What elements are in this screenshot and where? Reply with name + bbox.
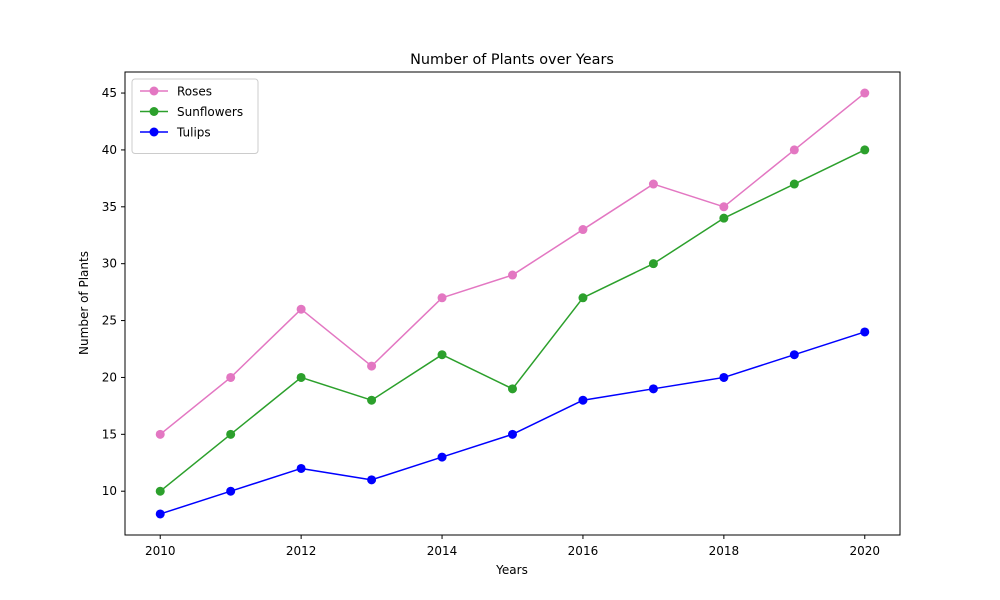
y-tick-label-15: 15 [102,427,117,441]
data-point-roses-2011 [226,372,236,382]
data-point-tulips-2014 [437,452,447,462]
y-tick-label-40: 40 [102,143,117,157]
y-tick-label-45: 45 [102,86,117,100]
data-point-roses-2017 [648,179,658,189]
legend-box [131,78,259,154]
data-point-sunflowers-2020 [860,145,870,155]
data-point-sunflowers-2010 [155,486,165,496]
data-point-tulips-2011 [226,486,236,496]
data-point-tulips-2015 [508,429,517,439]
data-point-roses-2013 [367,361,377,371]
legend-marker-tulips [149,127,159,137]
data-point-sunflowers-2018 [719,213,729,223]
data-point-sunflowers-2016 [578,293,588,303]
data-point-tulips-2012 [296,463,306,473]
x-tick-label-2016: 2016 [568,544,599,558]
legend-marker-roses [149,86,159,96]
data-point-sunflowers-2015 [508,384,517,394]
data-point-tulips-2020 [860,327,870,337]
legend: Roses Sunflowers Tulips [131,78,259,154]
x-axis-label: Years [495,563,528,577]
data-point-roses-2012 [296,304,306,314]
plot-marks [155,88,870,519]
data-point-roses-2014 [437,293,447,303]
data-point-sunflowers-2017 [648,259,658,269]
data-point-roses-2020 [860,88,870,98]
legend-label-roses: Roses [177,85,212,99]
x-tick-label-2018: 2018 [709,544,740,558]
data-point-roses-2010 [155,429,165,439]
y-axis-label: Number of Plants [77,251,91,355]
x-tick-label-2012: 2012 [286,544,317,558]
chart-title: Number of Plants over Years [410,52,614,68]
axes: 2010 2012 2014 2016 2018 2020 10 15 20 25 30 35 40 45 [102,71,901,558]
data-point-roses-2015 [508,270,517,280]
y-tick-label-20: 20 [102,370,117,384]
data-point-roses-2019 [789,145,799,155]
y-tick-label-30: 30 [102,257,117,271]
data-point-roses-2018 [719,202,729,212]
data-point-roses-2016 [578,225,588,235]
data-point-tulips-2018 [719,372,729,382]
data-point-sunflowers-2012 [296,372,306,382]
data-point-tulips-2010 [155,509,165,519]
y-tick-label-25: 25 [102,314,117,328]
data-point-sunflowers-2011 [226,429,236,439]
data-point-tulips-2016 [578,395,588,405]
data-point-sunflowers-2014 [437,350,447,360]
x-tick-label-2020: 2020 [849,544,880,558]
legend-marker-sunflowers [149,107,159,116]
x-tick-label-2010: 2010 [145,544,176,558]
y-tick-label-10: 10 [102,484,117,498]
plot-frame [124,71,901,536]
data-point-sunflowers-2013 [367,395,377,405]
data-point-tulips-2019 [789,350,799,360]
legend-label-tulips: Tulips [176,126,211,140]
legend-label-sunflowers: Sunflowers [177,105,243,119]
x-tick-label-2014: 2014 [427,544,458,558]
data-point-tulips-2017 [648,384,658,394]
data-point-sunflowers-2019 [789,179,799,189]
y-tick-label-35: 35 [102,200,117,214]
data-point-tulips-2013 [367,475,377,485]
